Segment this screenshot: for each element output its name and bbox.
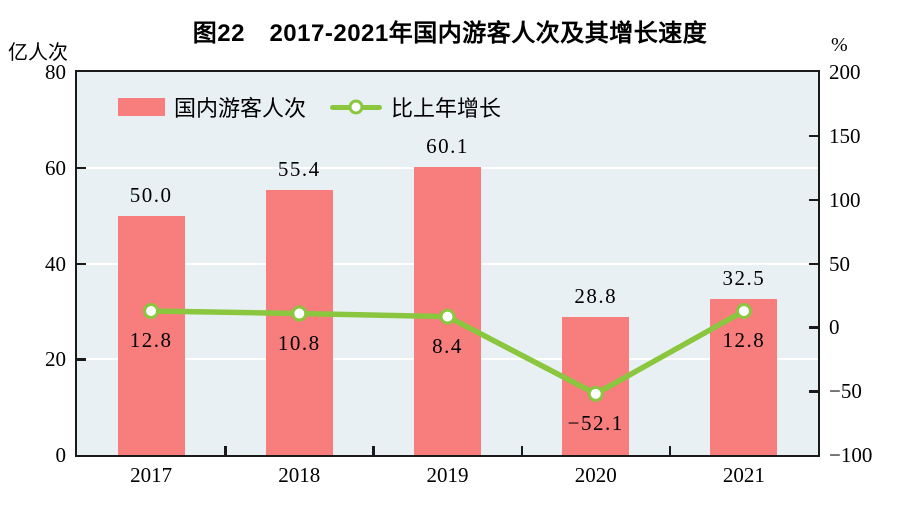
right-axis-tick <box>809 198 818 202</box>
left-axis-tick <box>77 358 86 361</box>
x-axis-tick <box>520 446 524 455</box>
bar-value-label: 60.1 <box>426 134 469 159</box>
left-axis-tick-label: 80 <box>45 60 66 84</box>
line-point-marker <box>291 305 308 322</box>
right-axis-tick-label: −50 <box>829 379 862 404</box>
line-point-marker <box>439 308 456 325</box>
x-axis-tick <box>224 446 227 455</box>
line-point-marker <box>587 385 604 402</box>
line-value-label: 10.8 <box>277 330 321 355</box>
x-axis-tick <box>668 446 672 455</box>
right-axis-tick-label: 0 <box>829 315 840 340</box>
bar-2017 <box>117 215 185 455</box>
growth-line <box>143 302 752 402</box>
right-axis-unit: % <box>831 34 848 56</box>
right-axis-tick <box>809 262 818 265</box>
line-value-label: 8.4 <box>432 333 463 358</box>
right-axis-tick-label: 100 <box>829 187 861 212</box>
x-axis-label-2018: 2018 <box>278 463 321 487</box>
line-value-label: 12.8 <box>722 327 766 352</box>
line-value-label: −52.1 <box>567 410 624 435</box>
line-point-marker <box>735 302 752 319</box>
legend-item-bar-series: 国内游客人次 <box>118 91 306 123</box>
bar-swatch-icon <box>118 98 165 116</box>
x-axis-label-2017: 2017 <box>130 463 173 487</box>
right-axis-tick-label: 200 <box>829 60 861 84</box>
right-axis-tick-label: 150 <box>829 123 861 148</box>
bar-value-label: 55.4 <box>277 156 321 181</box>
x-axis-label-2020: 2020 <box>574 463 617 487</box>
right-axis-tick-label: −100 <box>829 443 873 467</box>
left-axis-tick <box>77 166 86 170</box>
legend-item-line-series: 比上年增长 <box>330 91 501 123</box>
left-axis-tick-label: 60 <box>45 155 66 180</box>
legend-label-bar-series: 国内游客人次 <box>174 96 307 121</box>
left-axis-tick-label: 0 <box>55 443 67 467</box>
legend: 国内游客人次 比上年增长 <box>118 91 501 123</box>
x-axis-label-2021: 2021 <box>722 463 765 487</box>
line-marker-icon <box>330 98 383 116</box>
right-axis-tick <box>809 390 818 393</box>
bar-2018 <box>265 189 333 455</box>
line-point-marker <box>143 302 160 319</box>
plot-area: 国内游客人次 比上年增长 50.0 55.4 60.1 28.8 32.5 12.8 10.… <box>75 70 820 457</box>
chart-title: 图22 2017-2021年国内游客人次及其增长速度 <box>192 20 708 47</box>
right-axis-tick <box>809 326 818 329</box>
line-value-label: 12.8 <box>129 327 173 352</box>
x-axis-label-2019: 2019 <box>426 463 469 487</box>
legend-label-line-series: 比上年增长 <box>391 96 502 121</box>
left-axis-tick-label: 40 <box>45 251 66 276</box>
bar-value-label: 32.5 <box>722 266 766 291</box>
left-axis-tick-label: 20 <box>45 347 66 372</box>
left-axis-unit: 亿人次 <box>8 42 68 64</box>
x-axis-tick <box>372 446 375 455</box>
left-axis-tick <box>77 262 86 265</box>
right-axis-tick <box>809 134 818 138</box>
bar-value-label: 50.0 <box>129 182 173 207</box>
bar-value-label: 28.8 <box>574 284 618 309</box>
right-axis-tick-label: 50 <box>829 251 850 276</box>
